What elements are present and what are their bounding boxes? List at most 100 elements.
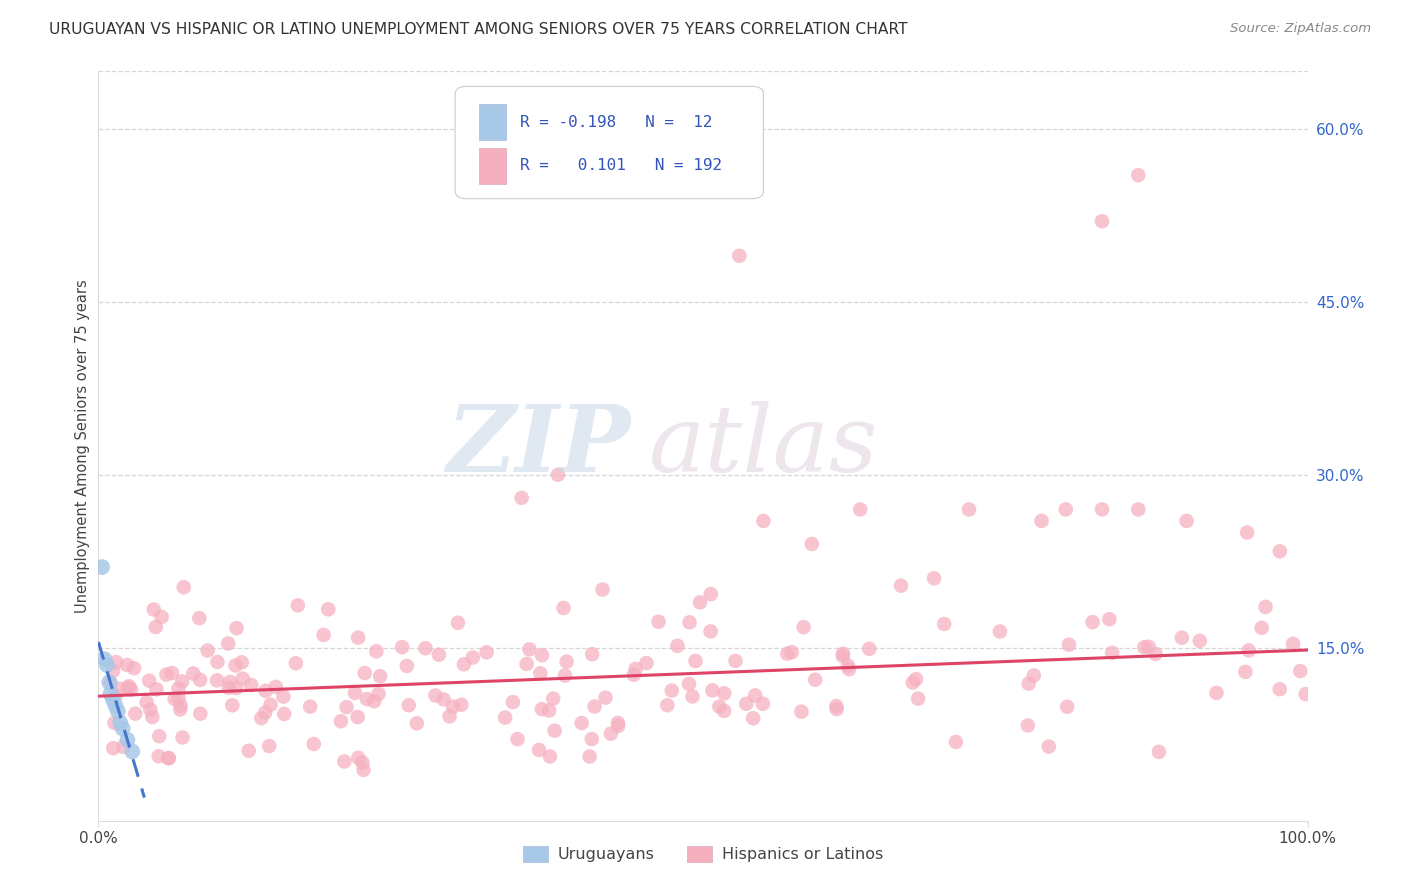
Point — [922, 571, 945, 585]
Point — [581, 732, 603, 747]
Point — [181, 666, 204, 681]
Point — [1038, 739, 1060, 754]
Point — [225, 681, 247, 695]
Point — [804, 673, 827, 687]
Point — [172, 731, 194, 745]
Point — [120, 682, 142, 697]
Point — [702, 683, 724, 698]
Point — [91, 560, 114, 574]
Point — [1268, 544, 1291, 558]
Point — [1237, 643, 1260, 657]
Point — [312, 628, 335, 642]
Point — [1289, 664, 1312, 678]
Text: R =   0.101   N = 192: R = 0.101 N = 192 — [520, 158, 723, 173]
Y-axis label: Unemployment Among Seniors over 75 years: Unemployment Among Seniors over 75 years — [75, 279, 90, 613]
Point — [367, 687, 389, 701]
Point — [831, 649, 853, 664]
Point — [217, 636, 239, 650]
Point — [273, 706, 295, 721]
Point — [1205, 686, 1227, 700]
Text: URUGUAYAN VS HISPANIC OR LATINO UNEMPLOYMENT AMONG SENIORS OVER 75 YEARS CORRELA: URUGUAYAN VS HISPANIC OR LATINO UNEMPLOY… — [49, 22, 908, 37]
Point — [224, 658, 246, 673]
Point — [343, 686, 366, 700]
Point — [724, 654, 747, 668]
Point — [100, 687, 122, 701]
Point — [901, 675, 924, 690]
Point — [510, 491, 533, 505]
Point — [1054, 502, 1077, 516]
Point — [167, 690, 190, 705]
Point — [302, 737, 325, 751]
Point — [98, 675, 121, 690]
Point — [218, 681, 240, 695]
Point — [519, 642, 541, 657]
Point — [1133, 640, 1156, 655]
Point — [849, 502, 872, 516]
Point — [529, 666, 551, 681]
Point — [776, 647, 799, 661]
Point — [111, 722, 134, 736]
Point — [858, 641, 880, 656]
Point — [1250, 621, 1272, 635]
Point — [148, 729, 170, 743]
Point — [1057, 638, 1080, 652]
Point — [145, 620, 167, 634]
Point — [108, 681, 131, 696]
Point — [142, 602, 165, 616]
Point — [531, 648, 554, 663]
Point — [1137, 640, 1160, 654]
Point — [624, 662, 647, 676]
Point — [678, 615, 700, 630]
Point — [112, 739, 135, 754]
Point — [581, 647, 603, 661]
Point — [636, 656, 658, 670]
Point — [1282, 637, 1305, 651]
Point — [825, 699, 848, 714]
Point — [553, 601, 575, 615]
Point — [934, 617, 956, 632]
Point — [398, 698, 420, 713]
Point — [117, 733, 139, 747]
Point — [1018, 676, 1040, 690]
Point — [139, 703, 162, 717]
Point — [506, 732, 529, 747]
Point — [1188, 633, 1211, 648]
Point — [250, 711, 273, 725]
Point — [494, 710, 516, 724]
Point — [647, 615, 669, 629]
Point — [538, 704, 561, 718]
Point — [391, 640, 413, 654]
Point — [118, 679, 141, 693]
Point — [135, 695, 157, 709]
Point — [1091, 214, 1114, 228]
Point — [346, 710, 368, 724]
Point — [353, 763, 375, 777]
Point — [945, 735, 967, 749]
Point — [100, 676, 122, 690]
Point — [1234, 665, 1257, 679]
Point — [1056, 699, 1078, 714]
Point — [744, 689, 766, 703]
Point — [232, 672, 254, 686]
Point — [238, 744, 260, 758]
Point — [96, 658, 118, 673]
Point — [188, 673, 211, 687]
Point — [415, 641, 437, 656]
Point — [231, 656, 253, 670]
Point — [287, 599, 309, 613]
Point — [595, 690, 617, 705]
Point — [167, 681, 190, 696]
Point — [299, 699, 322, 714]
Point — [475, 645, 498, 659]
Point — [157, 751, 180, 765]
Point — [600, 726, 623, 740]
Point — [957, 502, 980, 516]
Point — [453, 657, 475, 672]
Point — [169, 702, 191, 716]
Point — [117, 681, 139, 695]
Point — [538, 749, 561, 764]
Point — [284, 657, 307, 671]
Point — [661, 683, 683, 698]
Point — [101, 664, 124, 678]
Point — [1128, 168, 1150, 182]
